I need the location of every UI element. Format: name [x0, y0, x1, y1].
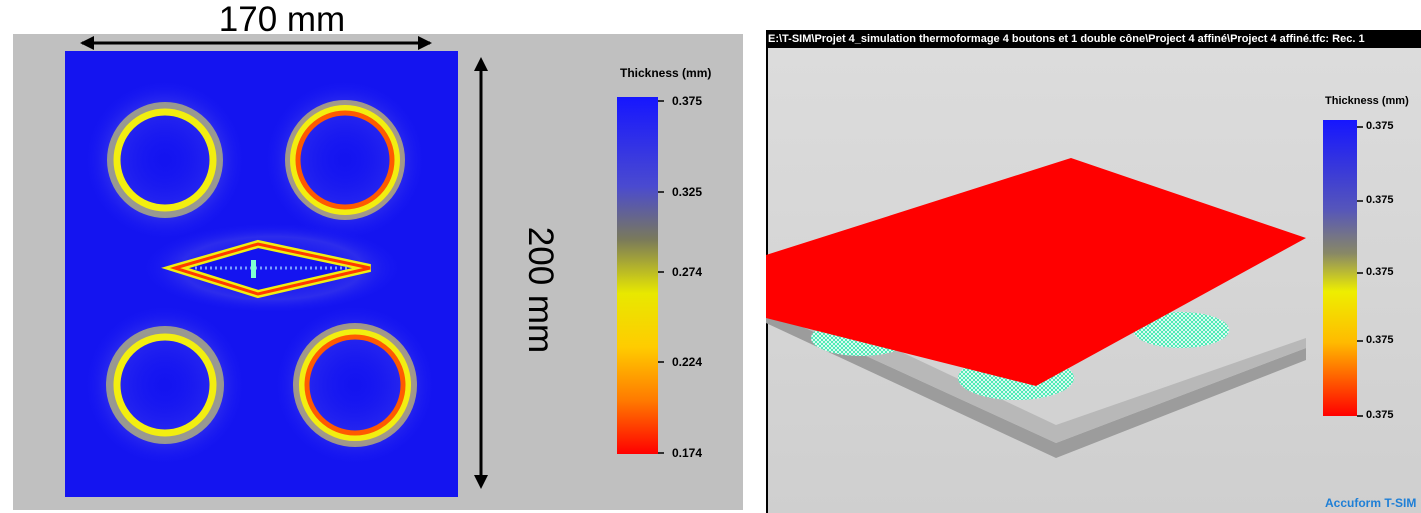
- width-dimension-arrow: [80, 36, 432, 50]
- heated-sheet: [766, 158, 1306, 386]
- thickness-legend-bar: [617, 97, 658, 454]
- legend-tick-label: 0.375: [672, 94, 703, 108]
- thickness-legend-bar: [1323, 120, 1357, 416]
- double-cone-shape: [161, 239, 371, 299]
- legend-tick-label: 0.375: [1366, 120, 1394, 132]
- legend-title: Thickness (mm): [620, 66, 712, 80]
- button-ring-bottom-left: [106, 326, 224, 444]
- 3d-scene: [766, 120, 1363, 458]
- legend-tick-label: 0.274: [672, 265, 703, 279]
- button-ring-bottom-right: [293, 323, 417, 447]
- legend-tick-label: 0.224: [672, 355, 703, 369]
- legend-title: Thickness (mm): [1325, 95, 1409, 107]
- button-ring-top-right: [285, 100, 405, 220]
- software-brand-label: Accuform T-SIM: [1325, 496, 1417, 510]
- legend-tick-label: 0.325: [672, 185, 703, 199]
- mesh-cavity: [1133, 312, 1229, 348]
- legend-tick-label: 0.375: [1366, 409, 1394, 421]
- thickness-map-figure: [65, 36, 664, 497]
- height-dimension-label: 200 mm: [521, 226, 560, 354]
- window-title-bar: E:\T-SIM\Projet 4_simulation thermoforma…: [766, 30, 1421, 48]
- button-ring-top-left: [107, 102, 223, 218]
- legend-tick-label: 0.375: [1366, 266, 1394, 278]
- legend-tick-label: 0.375: [1366, 194, 1394, 206]
- width-dimension-label: 170 mm: [218, 0, 346, 39]
- legend-tick-label: 0.174: [672, 446, 703, 460]
- height-dimension-arrow: [474, 57, 488, 489]
- legend-tick-label: 0.375: [1366, 334, 1394, 346]
